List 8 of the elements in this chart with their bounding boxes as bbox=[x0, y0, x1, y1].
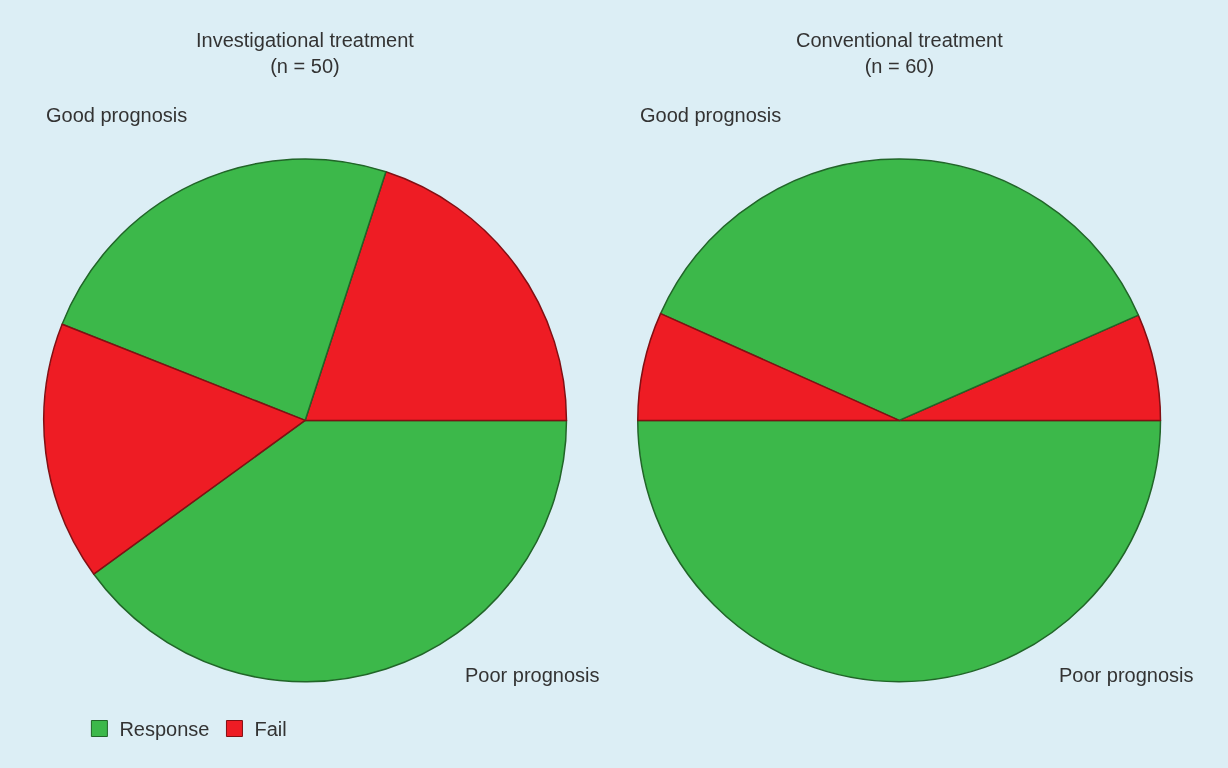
text: Poor prognosis bbox=[465, 664, 600, 686]
chart-title: Conventional treatment (n = 60) bbox=[796, 29, 1004, 77]
text: Good prognosis bbox=[640, 104, 782, 126]
text: Good prognosis bbox=[46, 104, 188, 126]
legend-label: Response bbox=[119, 718, 210, 741]
legend-label: Fail bbox=[254, 718, 287, 741]
chart-title: Investigational treatment (n = 50) bbox=[196, 29, 415, 77]
text: Poor prognosis bbox=[1059, 664, 1194, 686]
